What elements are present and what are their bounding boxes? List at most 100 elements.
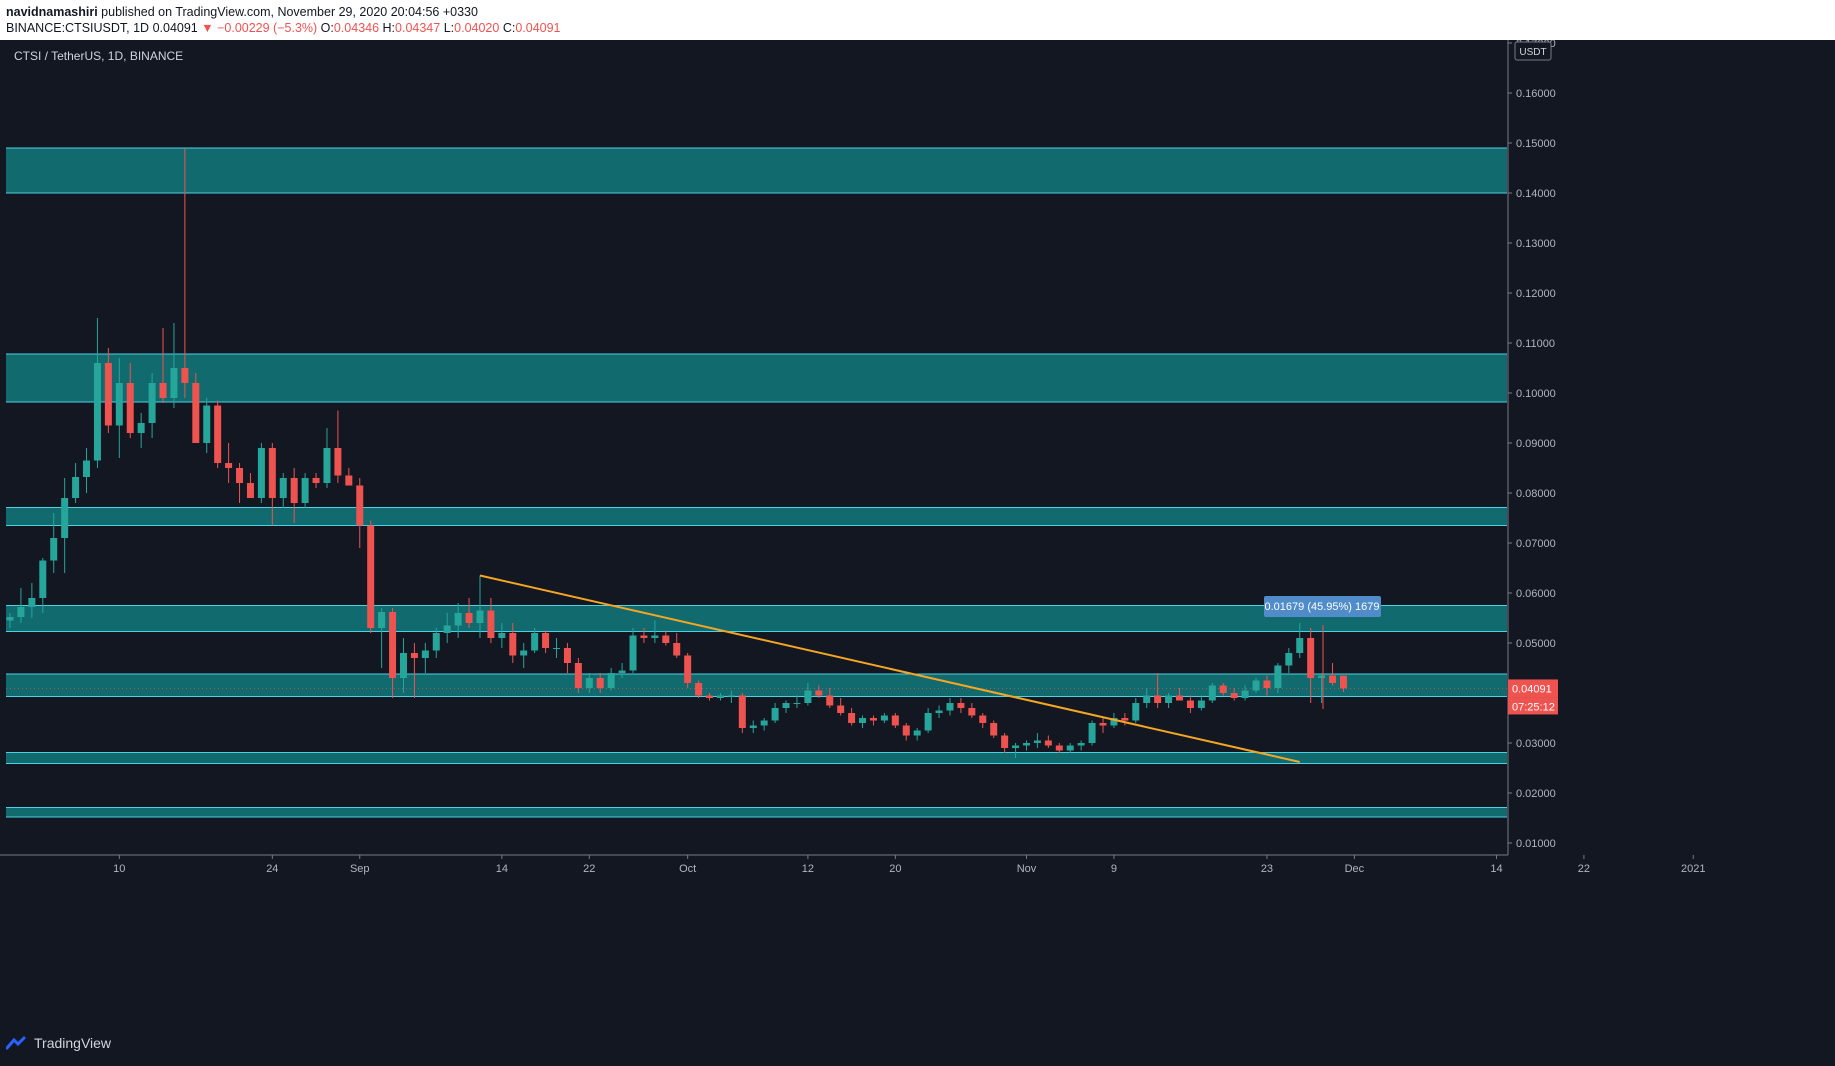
candle[interactable]: [1318, 673, 1326, 703]
zone-2[interactable]: [6, 507, 1507, 526]
candle[interactable]: [1033, 733, 1041, 748]
time-axis[interactable]: 10 24 Sep 14 22 Oct 12 20 Nov 9 23 Dec 14 22 2021: [0, 854, 1835, 1022]
candle[interactable]: [1296, 623, 1304, 658]
candle[interactable]: [181, 148, 189, 398]
candle[interactable]: [1143, 688, 1151, 708]
candle[interactable]: [1012, 743, 1020, 758]
candlestick-chart[interactable]: 0.01679 (45.95%) 1679 0.170000.160000.15…: [0, 38, 1835, 1022]
candle[interactable]: [826, 688, 834, 708]
candle[interactable]: [651, 620, 659, 644]
zone-5[interactable]: [6, 752, 1507, 764]
candle[interactable]: [214, 400, 222, 469]
candle[interactable]: [1339, 675, 1347, 692]
candle[interactable]: [279, 473, 287, 508]
candle[interactable]: [695, 680, 703, 699]
candle[interactable]: [323, 428, 331, 488]
candle[interactable]: [421, 643, 429, 673]
candle[interactable]: [443, 613, 451, 643]
candle[interactable]: [399, 638, 407, 693]
candle[interactable]: [990, 720, 998, 739]
zone-4[interactable]: [6, 674, 1507, 697]
candle[interactable]: [83, 448, 91, 493]
candle[interactable]: [1329, 663, 1337, 686]
candle[interactable]: [935, 705, 943, 719]
candle[interactable]: [148, 373, 156, 438]
candle[interactable]: [93, 318, 101, 468]
candle[interactable]: [782, 700, 790, 714]
candle[interactable]: [574, 658, 582, 693]
candle[interactable]: [356, 478, 364, 548]
candle[interactable]: [771, 703, 779, 723]
candle[interactable]: [115, 358, 123, 458]
candle[interactable]: [815, 685, 823, 699]
candle[interactable]: [968, 703, 976, 718]
candle[interactable]: [804, 683, 812, 706]
zone-0[interactable]: [6, 148, 1507, 193]
candle[interactable]: [706, 693, 714, 701]
candle[interactable]: [6, 613, 14, 628]
candle[interactable]: [542, 630, 550, 654]
trendline[interactable]: [479, 574, 1300, 763]
candle[interactable]: [17, 588, 25, 623]
candle[interactable]: [50, 513, 58, 573]
candle[interactable]: [946, 698, 954, 716]
candle[interactable]: [585, 673, 593, 693]
candle[interactable]: [924, 708, 932, 733]
candle[interactable]: [640, 628, 648, 643]
zone-3[interactable]: [6, 605, 1507, 632]
candle[interactable]: [1186, 695, 1194, 714]
candle[interactable]: [137, 413, 145, 448]
measure-layer[interactable]: 0.01679 (45.95%) 1679: [1264, 596, 1381, 709]
candle[interactable]: [662, 630, 670, 646]
candle[interactable]: [618, 663, 626, 678]
candle[interactable]: [1208, 683, 1216, 703]
candle[interactable]: [410, 643, 418, 698]
candle[interactable]: [246, 473, 254, 498]
zone-1[interactable]: [6, 354, 1507, 402]
candle[interactable]: [902, 723, 910, 741]
candle[interactable]: [1274, 663, 1282, 693]
candle[interactable]: [1154, 673, 1162, 708]
candle[interactable]: [1022, 740, 1030, 751]
candle[interactable]: [1230, 688, 1238, 701]
candle[interactable]: [1001, 733, 1009, 753]
candle[interactable]: [104, 348, 112, 433]
candle[interactable]: [520, 643, 528, 668]
candle[interactable]: [1285, 648, 1293, 673]
candle[interactable]: [1077, 740, 1085, 751]
candle[interactable]: [1263, 675, 1271, 696]
candle[interactable]: [1241, 685, 1249, 701]
candle[interactable]: [531, 628, 539, 653]
candle[interactable]: [159, 328, 167, 403]
candle[interactable]: [596, 673, 604, 693]
candle[interactable]: [563, 643, 571, 673]
candle[interactable]: [727, 690, 735, 704]
candle[interactable]: [913, 728, 921, 741]
candle[interactable]: [1044, 735, 1052, 749]
zone-6[interactable]: [6, 807, 1507, 818]
candle[interactable]: [1088, 720, 1096, 746]
candle[interactable]: [378, 608, 386, 668]
candle[interactable]: [1121, 713, 1129, 726]
candle[interactable]: [880, 713, 888, 723]
candle[interactable]: [498, 623, 506, 648]
trendline-layer[interactable]: [479, 574, 1300, 763]
candle[interactable]: [345, 468, 353, 486]
candle[interactable]: [290, 468, 298, 523]
candle[interactable]: [684, 653, 692, 688]
candle[interactable]: [72, 463, 80, 503]
candle[interactable]: [487, 598, 495, 643]
candle[interactable]: [979, 713, 987, 728]
candle[interactable]: [126, 363, 134, 438]
candle[interactable]: [312, 473, 320, 488]
candle[interactable]: [236, 463, 244, 503]
candle[interactable]: [1055, 743, 1063, 753]
candle[interactable]: [170, 323, 178, 408]
candle[interactable]: [389, 608, 397, 698]
tradingview-logo[interactable]: TradingView: [6, 1035, 111, 1051]
candle[interactable]: [607, 668, 615, 691]
candle[interactable]: [454, 603, 462, 638]
candle[interactable]: [1252, 678, 1260, 693]
candle[interactable]: [848, 708, 856, 726]
candle[interactable]: [225, 443, 233, 483]
